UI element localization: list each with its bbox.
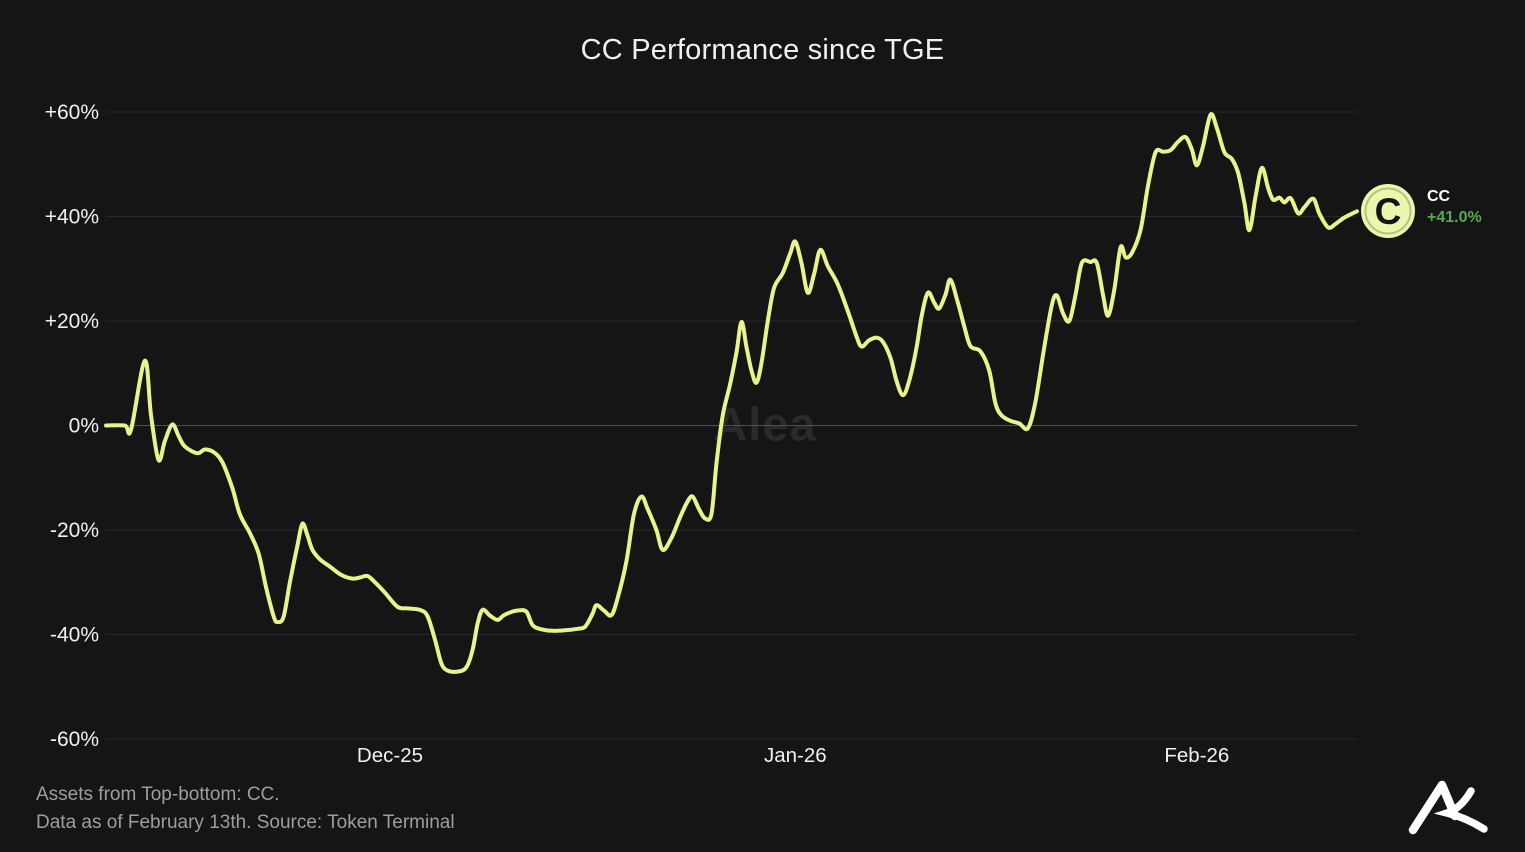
y-tick-label: -60% [50, 728, 99, 751]
x-tick-label: Feb-26 [1164, 744, 1229, 767]
y-tick-label: -40% [50, 624, 99, 647]
alea-logo-swoosh [1433, 787, 1488, 833]
y-tick-label: +60% [45, 101, 99, 124]
series-change-badge: +41.0% [1427, 209, 1482, 226]
x-tick-label: Dec-25 [357, 744, 423, 767]
y-tick-label: -20% [50, 519, 99, 542]
footer-assets-note: Assets from Top-bottom: CC. [36, 784, 280, 805]
series-name: CC [1427, 188, 1451, 205]
coin-inner-ring [1364, 187, 1412, 235]
series-legend: CC +41.0% [1427, 187, 1482, 228]
performance-line [104, 112, 1359, 674]
alea-logo-lambda [1408, 780, 1460, 835]
y-tick-label: +40% [45, 206, 99, 229]
watermark: Alea [713, 397, 817, 451]
x-tick-label: Jan-26 [764, 744, 827, 767]
footer-notes: Assets from Top-bottom: CC. Data as of F… [36, 781, 455, 837]
y-tick-label: +20% [45, 310, 99, 333]
y-tick-label: 0% [69, 415, 99, 438]
cc-coin-icon: C [1361, 184, 1415, 238]
coin-circle [1361, 184, 1415, 238]
coin-letter: C [1375, 191, 1402, 232]
alea-logo [1408, 780, 1488, 835]
footer-source-note: Data as of February 13th. Source: Token … [36, 812, 455, 833]
chart-title: CC Performance since TGE [580, 34, 945, 66]
